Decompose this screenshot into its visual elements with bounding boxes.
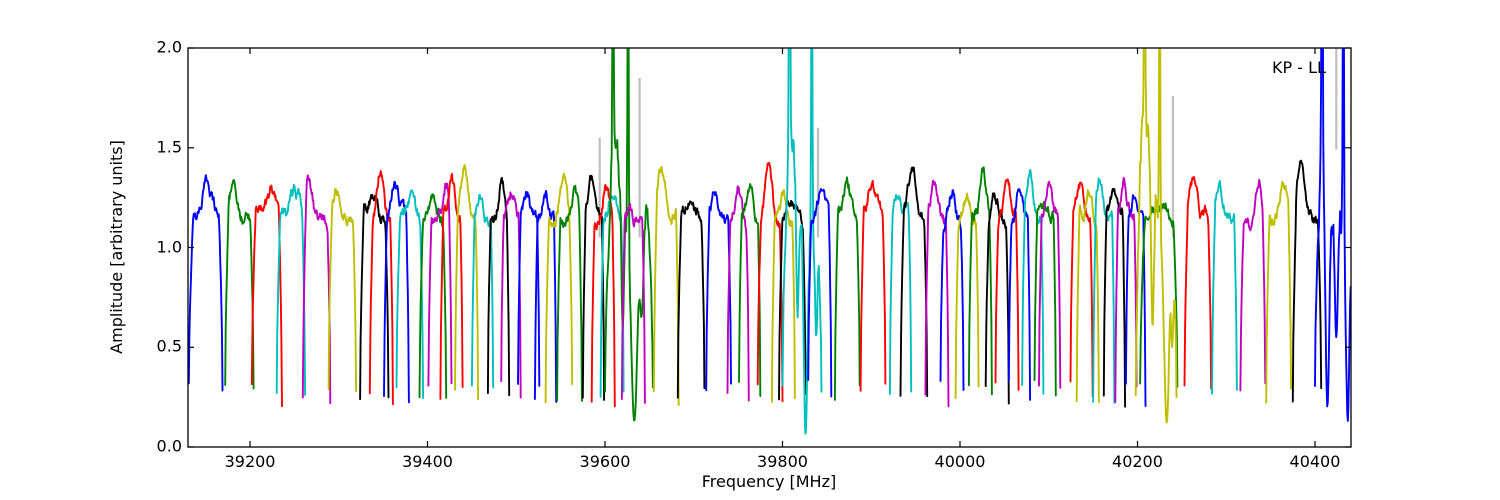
x-tick-label: 39400 [402,452,453,471]
spectrum-segment-c [275,183,307,396]
plot-curves [188,48,1351,435]
spectrum-segment-c [1092,177,1116,404]
spectrum-segment-y [327,187,358,392]
spectrum-segment-r [756,161,784,403]
x-tick-label: 40000 [934,452,986,471]
spectrum-segment-g [556,184,583,402]
spectrum-segment-c [888,194,913,395]
spectrum-segment-g [967,166,993,396]
spectrum-segment-b [1124,194,1147,407]
spectrum-segment-c [470,193,495,389]
spectrum-segment-r [250,184,283,408]
spectrum-segment-b [705,191,732,392]
spectrum-segment-y [1134,48,1178,424]
x-tick-label: 40200 [1112,452,1163,471]
spectrum-segment-g [738,183,762,397]
y-tick-label: 0.0 [156,436,182,456]
spectrum-segment-m [726,185,750,402]
spectrum-segment-g [833,176,861,401]
y-axis-label: Amplitude [arbitrary units] [107,140,126,354]
spectrum-segment-m [1239,178,1267,392]
y-tick-label: 1.0 [156,237,182,257]
spectrum-segment-y [770,189,796,403]
spectrum-segment-b [188,174,224,392]
spectrum-segment-r [439,172,464,400]
spectrum-segment-k [984,192,1010,405]
spectrum-segment-b [533,189,558,403]
y-tick-label: 1.5 [156,137,182,157]
spectrum-segment-b [383,180,410,404]
spectrum-segment-y [1265,180,1292,404]
x-tick-label: 39200 [224,452,276,471]
spectrum-segment-k [778,199,807,401]
spectrum-segment-g [418,193,448,399]
spectrum-segment-k [1102,187,1127,408]
x-tick-label: 39800 [757,452,808,471]
spectrum-segment-b [1314,48,1351,422]
spectrum-segment-m [301,174,332,405]
spectrum-segment-r [368,170,394,406]
spectrum-segment-g [1033,200,1057,397]
spectrum-segment-c [395,189,425,400]
spectrum-segment-m [1038,180,1062,389]
spectrum-segment-m [500,191,522,399]
spectrum-segment-y [652,165,680,406]
x-tick-label: 39600 [579,452,631,471]
plot-annotation: KP - LL [1272,58,1326,77]
spectrum-segment-c [1211,180,1238,395]
spectrum-segment-k [676,200,706,399]
spectrum-segment-r [859,179,887,392]
spectrum-segment-m [1114,176,1138,403]
spectrum-segment-m [620,203,646,404]
spectrum-segment-y [544,172,574,404]
spectrum-segment-b [517,190,541,387]
spectrum-segment-g [604,48,654,422]
spectrum-segment-y [454,164,480,401]
spectrum-segment-y [954,192,980,399]
spectrum-segment-b [1007,188,1032,401]
spectrum-segment-r [1183,175,1213,390]
y-tick-label: 2.0 [156,37,182,57]
spectrum-segment-m [427,182,453,387]
spectrum-segment-c [1021,168,1045,395]
spectrum-segment-b [807,188,833,398]
spectrum-segment-g [224,179,255,390]
spectrum-segment-r [1069,181,1094,398]
x-axis-label: Frequency [MHz] [701,472,837,491]
x-tick-label: 40400 [1289,452,1341,471]
spectrum-segment-m [924,179,950,408]
spectrum-segment-k [1291,159,1323,403]
spectrum-segment-k [359,193,390,401]
y-tick-label: 0.5 [156,336,182,356]
spectrum-segment-k [899,166,929,398]
spectrum-segment-c [781,48,823,435]
